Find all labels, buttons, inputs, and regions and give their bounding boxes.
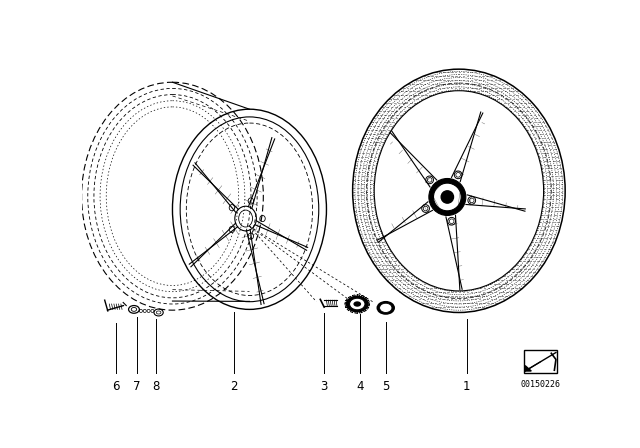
Ellipse shape [376,301,395,315]
Circle shape [441,191,454,203]
Text: 00150226: 00150226 [520,380,561,389]
Text: 4: 4 [356,380,364,393]
Circle shape [433,183,461,211]
Text: 7: 7 [133,380,141,393]
Text: 3: 3 [321,380,328,393]
Ellipse shape [380,303,392,313]
Text: 2: 2 [230,380,238,393]
Ellipse shape [353,302,361,307]
Ellipse shape [349,298,365,310]
Ellipse shape [346,296,369,313]
Text: 1: 1 [463,380,470,393]
Text: 5: 5 [382,380,389,393]
Circle shape [429,178,466,215]
Text: 6: 6 [113,380,120,393]
Text: 8: 8 [152,380,159,393]
Polygon shape [525,366,531,371]
Bar [524,350,557,373]
